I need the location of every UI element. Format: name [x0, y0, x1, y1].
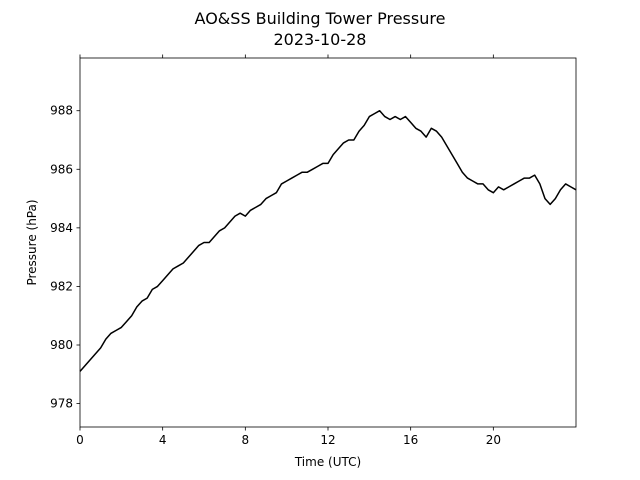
y-tick-label: 984 — [50, 221, 73, 235]
y-tick-label: 980 — [50, 338, 73, 352]
x-tick-label: 20 — [486, 433, 501, 447]
chart-subtitle: 2023-10-28 — [274, 30, 367, 49]
y-tick-label: 988 — [50, 104, 73, 118]
x-tick-label: 8 — [242, 433, 250, 447]
x-axis-label: Time (UTC) — [294, 455, 361, 469]
y-axis-ticks: 978 980 982 984 986 988 — [50, 104, 80, 411]
x-tick-label: 4 — [159, 433, 167, 447]
pressure-series-line — [79, 109, 577, 372]
y-tick-label: 978 — [50, 397, 73, 411]
x-tick-label: 16 — [403, 433, 418, 447]
x-tick-label: 0 — [76, 433, 84, 447]
plot-frame — [79, 57, 577, 428]
y-tick-label: 986 — [50, 162, 73, 176]
y-axis-label: Pressure (hPa) — [25, 199, 39, 285]
x-tick-label: 12 — [320, 433, 335, 447]
x-axis-ticks: 0 4 8 12 16 20 — [76, 54, 501, 447]
chart-title: AO&SS Building Tower Pressure — [195, 9, 446, 28]
plot-area: 0 4 8 12 16 20 978 980 982 984 986 988 — [50, 54, 577, 447]
y-tick-label: 982 — [50, 279, 73, 293]
